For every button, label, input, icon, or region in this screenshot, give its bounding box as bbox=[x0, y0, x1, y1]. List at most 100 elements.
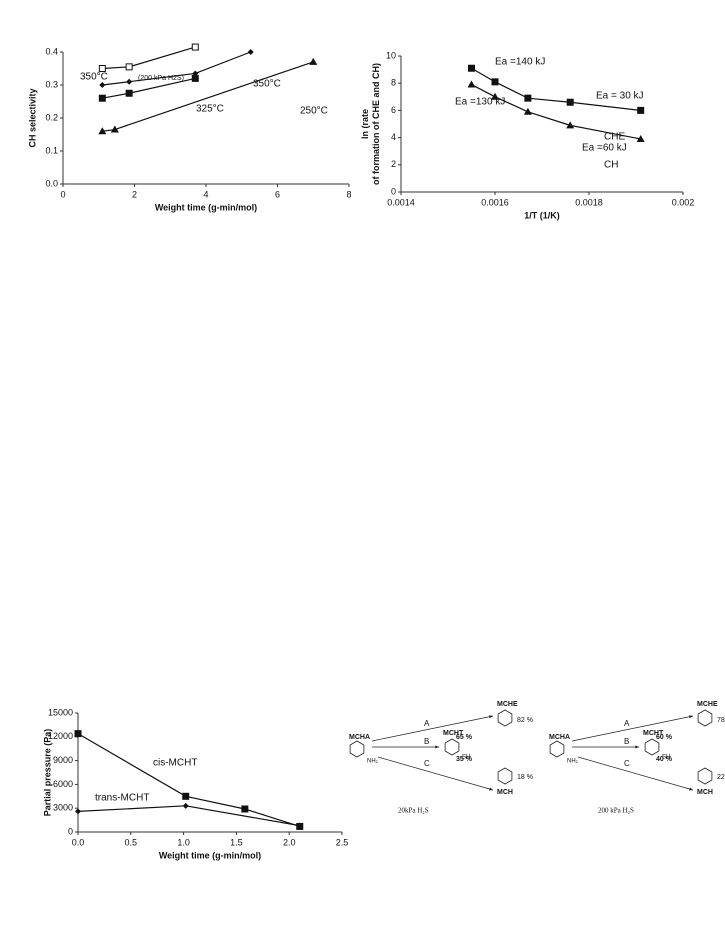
marker bbox=[126, 78, 133, 85]
y-axis-title: CH selectivity bbox=[27, 88, 37, 147]
y-tick-label: 4 bbox=[391, 132, 396, 142]
series-label: CH bbox=[604, 160, 618, 171]
marker bbox=[125, 63, 133, 71]
marker bbox=[110, 125, 119, 133]
ring bbox=[549, 740, 565, 758]
marker bbox=[309, 57, 318, 65]
yield-label: 35 % bbox=[456, 756, 473, 763]
yield-label: 82 % bbox=[517, 717, 533, 724]
marker bbox=[125, 89, 133, 97]
x-tick-label: 0.002 bbox=[672, 197, 695, 207]
y-axis-title: ln (rateof formation of CHE and CH) bbox=[360, 63, 381, 185]
compound-label: MCHT bbox=[643, 730, 664, 737]
marker bbox=[524, 94, 532, 102]
series-label: cis-MCHT bbox=[153, 758, 197, 769]
path-label: A bbox=[624, 719, 630, 728]
arrow-head bbox=[689, 715, 693, 719]
ring bbox=[697, 709, 713, 727]
ring bbox=[644, 738, 660, 756]
marker bbox=[523, 107, 532, 115]
marker bbox=[491, 78, 499, 86]
y-tick-label: 0.2 bbox=[45, 112, 58, 122]
yield-label: 40 % bbox=[656, 756, 673, 763]
yield-label: 65 % bbox=[456, 734, 473, 741]
marker bbox=[636, 134, 645, 142]
path-label: A bbox=[424, 719, 430, 728]
group-label: NH₂ bbox=[367, 759, 379, 765]
marker bbox=[98, 94, 106, 102]
path-label: C bbox=[624, 759, 630, 768]
annotation: Ea =140 kJ bbox=[495, 57, 545, 68]
path-label: B bbox=[424, 737, 429, 746]
y-tick-label: 2 bbox=[391, 159, 396, 169]
y-tick-label: 10 bbox=[386, 50, 396, 60]
series-label: 350°C bbox=[80, 72, 108, 83]
x-axis-title: 1/T (1/K) bbox=[524, 210, 560, 220]
series-line bbox=[77, 733, 300, 828]
x-tick-label: 2.5 bbox=[336, 837, 349, 847]
arrow bbox=[377, 756, 494, 791]
x-axis-title: Weight time (g-min/mol) bbox=[159, 850, 261, 860]
ring bbox=[444, 738, 460, 756]
annotation: Ea = 30 kJ bbox=[596, 91, 644, 102]
series-label: trans-MCHT bbox=[95, 793, 149, 804]
y-tick-label: 0.3 bbox=[45, 79, 58, 89]
arrow-head bbox=[689, 787, 693, 791]
marker bbox=[241, 805, 249, 813]
compound-label: MCHE bbox=[497, 701, 518, 708]
arrow-head bbox=[489, 787, 493, 791]
annotation: (200 kPa H2S) bbox=[138, 75, 184, 82]
compound-label: MCHA bbox=[549, 734, 570, 741]
scheme-caption: 200 kPa H₂S bbox=[598, 807, 634, 815]
path-label: C bbox=[424, 759, 430, 768]
y-tick-label: 3000 bbox=[53, 803, 73, 813]
y-tick-label: 0.1 bbox=[45, 145, 58, 155]
y-tick-label: 15000 bbox=[48, 707, 73, 717]
ring bbox=[497, 767, 513, 785]
series-label: CHE bbox=[604, 132, 625, 143]
y-tick-label: 6000 bbox=[53, 779, 73, 789]
marker bbox=[191, 74, 199, 82]
marker bbox=[74, 730, 82, 738]
ring bbox=[349, 740, 365, 758]
x-tick-label: 0.0014 bbox=[387, 197, 415, 207]
x-tick-label: 8 bbox=[346, 189, 351, 199]
group-label: NH₂ bbox=[567, 759, 579, 765]
y-tick-label: 0.4 bbox=[45, 46, 58, 56]
y-axis-title-line: of formation of CHE and CH) bbox=[371, 63, 381, 185]
arrow bbox=[571, 715, 694, 742]
marker bbox=[467, 80, 476, 88]
compound-label: MCHA bbox=[349, 734, 370, 741]
y-tick-label: 0 bbox=[391, 186, 396, 196]
group-label: SH bbox=[462, 755, 470, 761]
ring bbox=[697, 767, 713, 785]
marker bbox=[247, 49, 254, 55]
yield-label: 22 % bbox=[717, 774, 725, 781]
series-label: 350°C bbox=[253, 79, 281, 90]
x-tick-label: 6 bbox=[275, 189, 280, 199]
marker bbox=[182, 792, 190, 800]
series-label: 250°C bbox=[300, 106, 328, 117]
series-label: 325°C bbox=[196, 104, 224, 115]
marker bbox=[296, 822, 303, 829]
x-axis-title: Weight time (g-min/mol) bbox=[155, 202, 257, 212]
compound-label: MCHT bbox=[443, 730, 464, 737]
marker bbox=[191, 43, 199, 51]
yield-label: 60 % bbox=[656, 734, 673, 741]
series-line bbox=[102, 51, 251, 86]
group-label: SH bbox=[662, 755, 670, 761]
marker bbox=[75, 808, 81, 815]
x-tick-label: 0.5 bbox=[125, 837, 138, 847]
x-tick-label: 0.0016 bbox=[481, 197, 509, 207]
compound-label: MCH bbox=[697, 789, 713, 796]
marker bbox=[98, 127, 107, 135]
marker bbox=[468, 64, 475, 72]
arrow bbox=[371, 715, 494, 742]
marker bbox=[566, 98, 574, 106]
x-tick-label: 2.0 bbox=[283, 837, 296, 847]
x-tick-label: 0.0018 bbox=[575, 197, 603, 207]
y-tick-label: 0.0 bbox=[45, 178, 58, 188]
x-tick-label: 1.5 bbox=[230, 837, 243, 847]
annotation: Ea =130 kJ bbox=[455, 97, 505, 108]
